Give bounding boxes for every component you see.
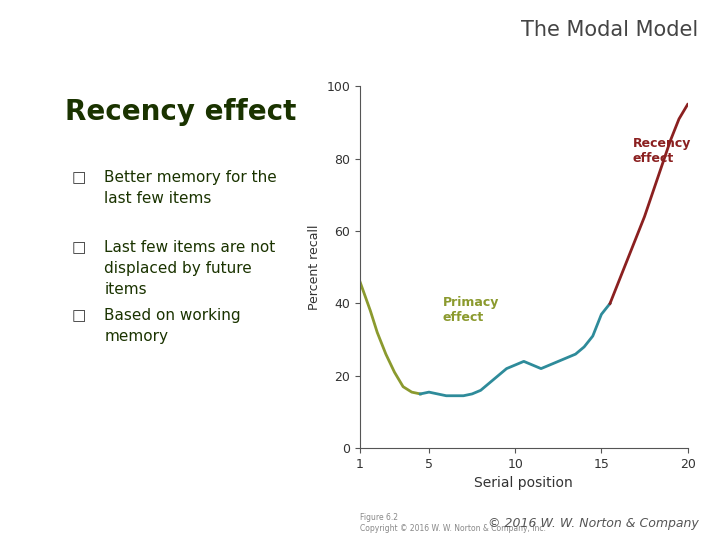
Text: Recency
effect: Recency effect — [632, 137, 690, 165]
Text: Last few items are not
displaced by future
items: Last few items are not displaced by futu… — [104, 240, 276, 298]
Text: □: □ — [72, 240, 86, 255]
Text: Better memory for the
last few items: Better memory for the last few items — [104, 170, 277, 206]
Text: Figure 6.2
Copyright © 2016 W. W. Norton & Company, Inc.: Figure 6.2 Copyright © 2016 W. W. Norton… — [360, 514, 546, 533]
X-axis label: Serial position: Serial position — [474, 476, 573, 490]
Text: The Modal Model: The Modal Model — [521, 19, 698, 40]
Text: Recency effect: Recency effect — [65, 98, 296, 126]
Text: □: □ — [72, 170, 86, 185]
Y-axis label: Percent recall: Percent recall — [308, 225, 321, 310]
Text: © 2016 W. W. Norton & Company: © 2016 W. W. Norton & Company — [487, 517, 698, 530]
Text: □: □ — [72, 308, 86, 323]
Text: Based on working
memory: Based on working memory — [104, 308, 241, 344]
Text: Primacy
effect: Primacy effect — [443, 296, 499, 324]
